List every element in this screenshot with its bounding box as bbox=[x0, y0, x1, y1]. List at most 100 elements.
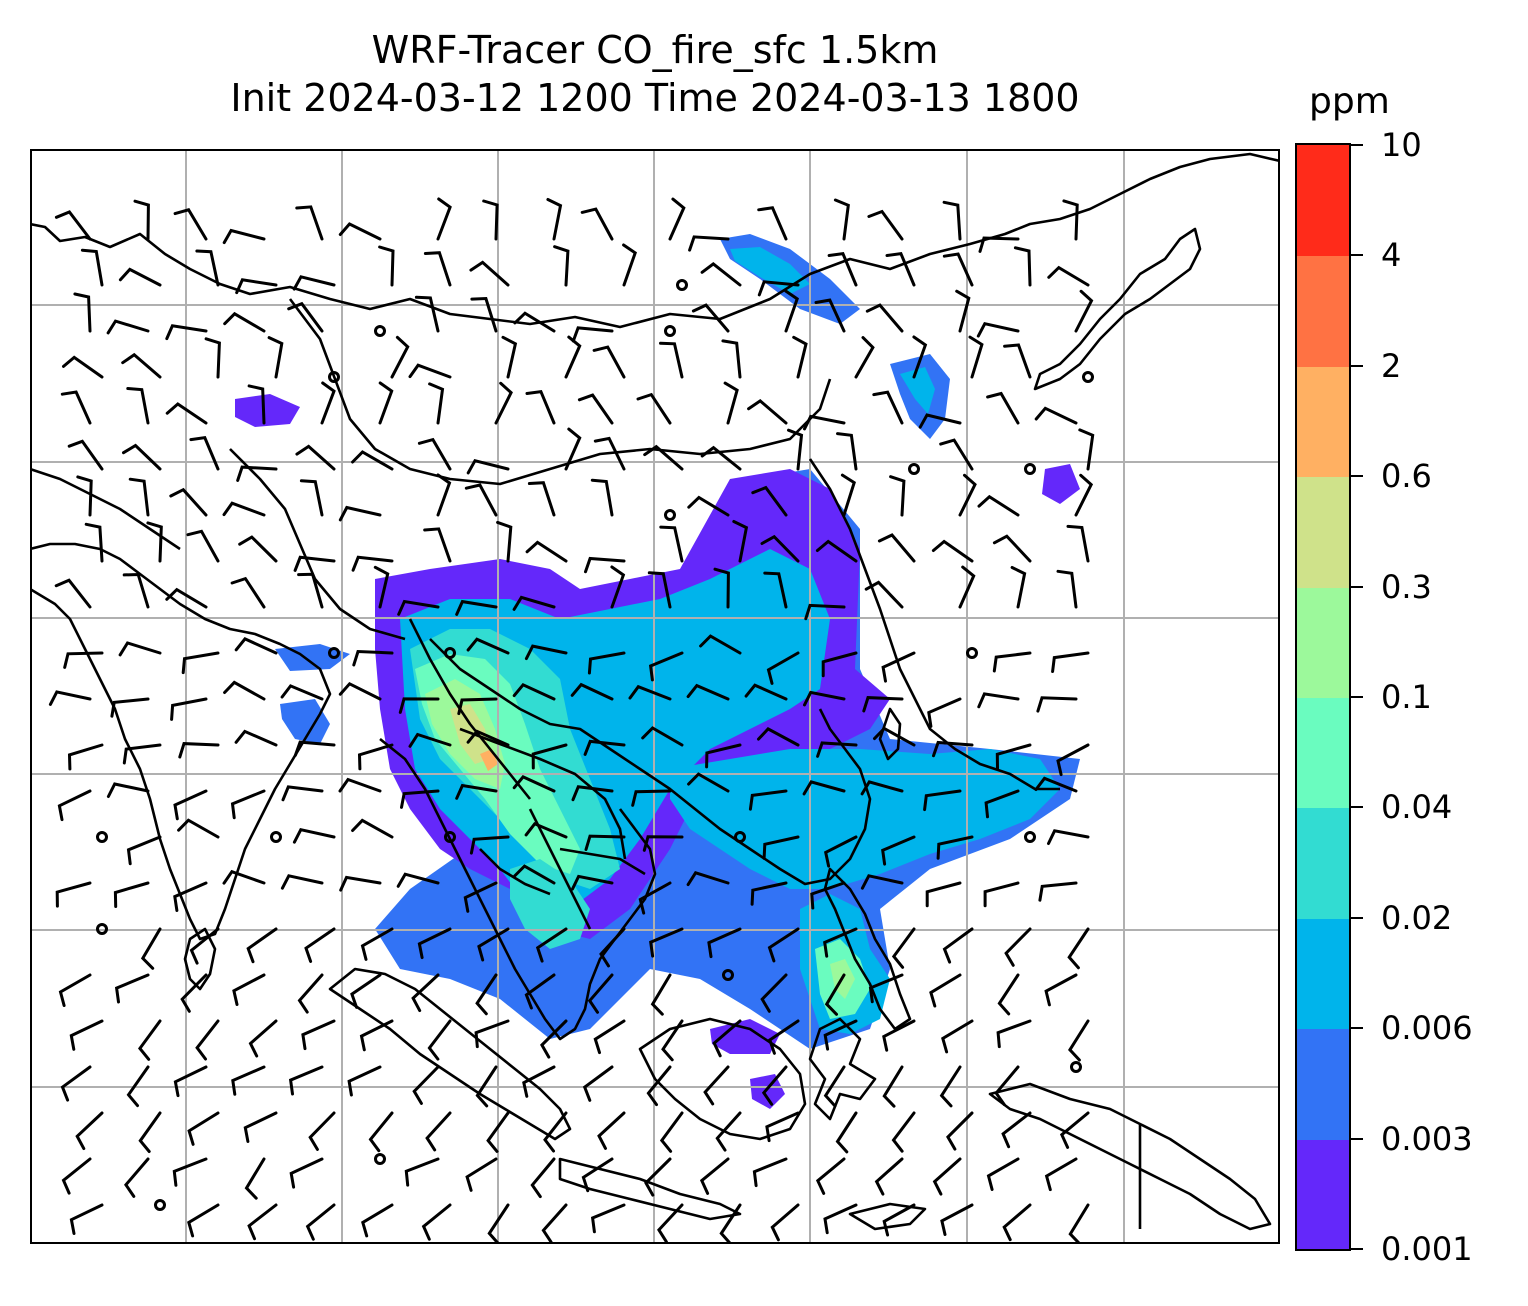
wind-barb bbox=[1066, 524, 1090, 563]
wind-barb bbox=[524, 644, 568, 661]
wind-barb bbox=[474, 1019, 510, 1049]
wind-barb bbox=[763, 571, 788, 609]
wind-barb bbox=[223, 680, 266, 701]
wind-barb bbox=[281, 785, 324, 802]
wind-barb bbox=[408, 363, 452, 379]
concentration-contour bbox=[730, 247, 810, 294]
wind-barb bbox=[465, 1157, 498, 1192]
wind-barb bbox=[63, 651, 104, 669]
wind-barb bbox=[195, 249, 220, 287]
chart-title: WRF-Tracer CO_fire_sfc 1.5km Init 2024-0… bbox=[30, 26, 1280, 122]
calm-wind-marker bbox=[374, 1153, 386, 1165]
wind-barb bbox=[222, 501, 266, 517]
wind-barb bbox=[891, 1111, 916, 1153]
wind-barb bbox=[1059, 1111, 1090, 1149]
wind-barb bbox=[122, 443, 162, 471]
wind-barb bbox=[833, 198, 850, 241]
wind-barb bbox=[571, 326, 614, 343]
wind-barb bbox=[122, 572, 150, 609]
wind-barb bbox=[631, 789, 672, 807]
colorbar-tick-label: 0.001 bbox=[1381, 1230, 1473, 1268]
wind-barb bbox=[417, 927, 452, 960]
wind-barb bbox=[804, 603, 846, 621]
wind-barb bbox=[1074, 473, 1094, 517]
coastline-indochina bbox=[379, 737, 657, 1041]
wind-barb bbox=[622, 243, 637, 287]
wind-barb bbox=[295, 205, 324, 241]
wind-barb bbox=[106, 319, 150, 335]
coastline-taiwan bbox=[878, 707, 902, 761]
concentration-contour bbox=[900, 367, 935, 414]
wind-barb bbox=[593, 436, 626, 471]
wind-barb bbox=[659, 1111, 684, 1153]
wind-barb bbox=[929, 973, 962, 1008]
concentration-contour bbox=[750, 1074, 785, 1109]
wind-barb bbox=[1036, 696, 1078, 713]
wind-barb bbox=[642, 835, 684, 852]
wind-barb bbox=[238, 535, 278, 563]
colorbar-tick-mark bbox=[1351, 1248, 1363, 1250]
wind-barb bbox=[140, 927, 162, 970]
wind-barb bbox=[541, 1203, 568, 1244]
wind-barb bbox=[106, 782, 150, 798]
wind-barb bbox=[648, 651, 684, 682]
wind-barb bbox=[84, 522, 104, 563]
wind-barb bbox=[477, 927, 510, 962]
wind-barb bbox=[535, 927, 568, 963]
colorbar-segment bbox=[1297, 917, 1349, 1030]
wind-barb bbox=[494, 381, 513, 425]
wind-barb bbox=[931, 539, 974, 563]
calm-wind-marker bbox=[1070, 1061, 1082, 1073]
wind-barb bbox=[128, 477, 150, 517]
wind-barb bbox=[69, 1019, 104, 1051]
wind-barb bbox=[230, 576, 266, 609]
wind-barb bbox=[177, 818, 220, 839]
wind-barb bbox=[700, 445, 742, 471]
wind-barb bbox=[397, 599, 440, 616]
wind-barb bbox=[765, 1111, 800, 1143]
wind-barb bbox=[823, 1019, 858, 1051]
wind-barb bbox=[995, 743, 1032, 770]
wind-barb bbox=[757, 727, 800, 747]
wind-barb bbox=[715, 1111, 742, 1152]
wind-barb bbox=[584, 556, 626, 574]
calm-wind-marker bbox=[908, 463, 920, 475]
wind-barb bbox=[1034, 406, 1078, 425]
wind-barb bbox=[932, 740, 974, 758]
wind-barb bbox=[169, 487, 208, 517]
wind-barb bbox=[60, 390, 92, 425]
wind-barb bbox=[1047, 829, 1090, 845]
border-inland-3 bbox=[288, 298, 832, 486]
wind-barb bbox=[802, 780, 846, 796]
wind-barb bbox=[699, 634, 742, 655]
wind-barb bbox=[750, 881, 788, 906]
concentration-contour bbox=[510, 859, 590, 949]
wind-barb bbox=[118, 641, 162, 657]
wind-barb bbox=[687, 772, 730, 793]
wind-barb bbox=[126, 1065, 150, 1108]
calm-wind-marker bbox=[1024, 463, 1036, 475]
wind-barb bbox=[455, 599, 498, 616]
wind-barb bbox=[234, 729, 278, 747]
wind-barb bbox=[815, 539, 858, 563]
wind-barb bbox=[61, 1157, 92, 1195]
wind-barb bbox=[577, 393, 614, 425]
wind-barb bbox=[522, 1065, 556, 1098]
calm-wind-marker bbox=[966, 647, 978, 659]
wind-barb bbox=[757, 280, 800, 297]
wind-barb bbox=[564, 335, 582, 379]
wind-barb bbox=[247, 1203, 278, 1241]
wind-barb bbox=[644, 1157, 672, 1197]
wind-barb bbox=[992, 651, 1032, 673]
wind-barb bbox=[927, 697, 962, 728]
wind-barb bbox=[396, 872, 440, 888]
colorbar-tick-mark bbox=[1351, 916, 1363, 919]
coastline-timor bbox=[848, 1202, 927, 1231]
wind-barb bbox=[986, 1157, 1020, 1191]
wind-barb bbox=[732, 520, 749, 563]
wind-barb bbox=[173, 1065, 208, 1098]
wind-barb bbox=[320, 381, 336, 425]
wind-barb bbox=[414, 295, 440, 333]
wind-barb bbox=[942, 200, 962, 241]
wind-barb bbox=[584, 834, 626, 851]
